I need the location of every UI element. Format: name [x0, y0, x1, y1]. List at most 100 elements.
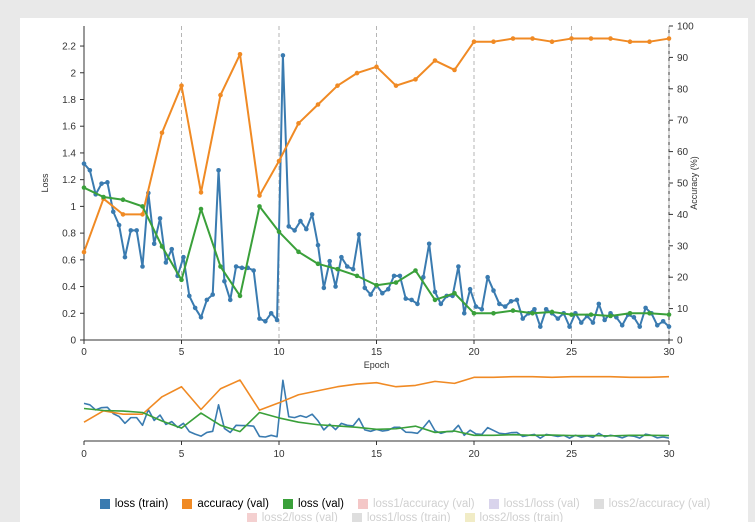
accuracy-val-point: [296, 121, 301, 126]
legend-label: loss1/accuracy (val): [372, 498, 475, 510]
loss-train-point: [385, 286, 391, 292]
loss-train-point: [438, 301, 444, 307]
loss-val-point: [81, 185, 87, 190]
y-tick-label: 2.2: [62, 42, 76, 53]
loss-train-point: [315, 242, 321, 248]
loss-train-point: [643, 305, 648, 311]
y2-tick-label: 50: [677, 179, 689, 190]
loss-val-point: [159, 244, 165, 249]
loss-train-point: [473, 304, 479, 309]
loss-train-point: [543, 306, 549, 312]
y2-tick-label: 80: [677, 84, 689, 95]
loss-train-point: [421, 274, 426, 280]
legend-swatch: [99, 499, 110, 509]
loss-train-point: [532, 306, 537, 312]
loss-train-point: [456, 264, 461, 269]
loss-train-point: [251, 268, 256, 273]
loss-train-point: [99, 181, 104, 186]
navigator-accuracy-val-line: [83, 375, 670, 423]
navigator-x-tick-label: 0: [81, 449, 87, 460]
loss-val-point: [120, 197, 126, 203]
loss-train-point: [286, 224, 292, 229]
y-tick-label: 2: [70, 68, 76, 79]
y-tick-label: 1.2: [62, 175, 76, 186]
loss-train-point: [403, 296, 409, 301]
y-axis-title: Loss: [40, 173, 50, 193]
x-tick-label: 20: [468, 347, 480, 358]
loss-train-point: [637, 324, 643, 329]
y2-axis-title: Accuracy (%): [689, 156, 699, 210]
y-tick-label: 1.4: [62, 148, 76, 159]
loss-train-point: [432, 289, 438, 295]
loss-train-point: [485, 274, 490, 280]
loss-train-point: [216, 168, 221, 173]
y2-tick-label: 0: [677, 336, 683, 347]
loss-train-point: [631, 314, 637, 320]
training-chart: 0 5 10 15 20 25 3000.20.40.60.811.21.41.61.822…: [40, 22, 699, 461]
loss-train-point: [181, 254, 186, 260]
loss-val-point: [354, 273, 360, 279]
loss-val-point: [413, 268, 418, 273]
loss-val-point: [179, 277, 184, 283]
legend-swatch: [246, 513, 257, 522]
legend-item[interactable]: loss1/loss (train): [351, 512, 451, 522]
accuracy-val-point: [354, 70, 360, 76]
chart-panel: 0 5 10 15 20 25 30 0 0.2 0.4 0.6 0.8 1 1.2 1.4 1.6 1.8 2 2…: [20, 18, 748, 522]
loss-val-point: [257, 204, 262, 209]
legend-item[interactable]: loss2/accuracy (val): [593, 498, 710, 510]
accuracy-val-point: [276, 158, 282, 164]
navigator-x-tick-label: 15: [371, 449, 383, 460]
y-tick-label: 1.8: [62, 95, 76, 106]
navigator-x-tick-label: 20: [468, 449, 480, 460]
loss-val-point: [101, 194, 106, 200]
loss-train-point: [110, 209, 116, 215]
accuracy-val-point: [510, 36, 516, 41]
loss-val-point: [335, 266, 340, 272]
legend-item[interactable]: loss (train): [99, 498, 168, 510]
loss-train-point: [596, 301, 602, 307]
y-tick-label: 1.6: [62, 122, 76, 133]
loss-val-point: [549, 309, 555, 315]
loss-train-point: [309, 212, 315, 217]
loss-train-point: [268, 310, 274, 316]
loss-train-point: [666, 324, 672, 329]
legend-item[interactable]: accuracy (val): [182, 498, 269, 510]
loss-train-point: [257, 316, 262, 321]
loss-train-point: [198, 314, 204, 320]
loss-train-point: [344, 264, 350, 269]
legend-item[interactable]: loss1/loss (val): [488, 498, 580, 510]
loss-train-point: [169, 246, 175, 252]
legend-item[interactable]: loss2/loss (train): [464, 512, 563, 522]
loss-train-point: [397, 273, 403, 279]
loss-train-point: [204, 297, 210, 303]
accuracy-val-point: [452, 67, 457, 73]
loss-val-point: [237, 293, 243, 299]
x-tick-label: 15: [371, 347, 383, 358]
y2-tick-label: 10: [677, 304, 689, 315]
loss-train-point: [122, 254, 128, 260]
accuracy-val-point: [257, 193, 262, 198]
navigator-x-tick-label: 10: [273, 449, 285, 460]
legend-item[interactable]: loss2/loss (val): [246, 512, 338, 522]
y-tick-label: 0.2: [62, 309, 76, 320]
legend-label: loss (val): [297, 498, 344, 510]
accuracy-val-point: [491, 39, 496, 44]
y-tick-label: 0.6: [62, 255, 76, 266]
y2-tick-label: 100: [677, 22, 694, 33]
loss-train-point: [304, 226, 309, 232]
loss-train-point: [578, 320, 584, 325]
loss-train-point: [356, 232, 362, 237]
legend-item[interactable]: loss1/accuracy (val): [357, 498, 475, 510]
loss-train-point: [227, 297, 233, 303]
y-tick-label: 0.4: [62, 282, 76, 293]
accuracy-val-point: [393, 83, 399, 88]
accuracy-val-point: [198, 190, 204, 195]
loss-val-point: [588, 312, 594, 317]
accuracy-val-point: [179, 83, 184, 88]
legend-item[interactable]: loss (val): [282, 498, 344, 510]
x-tick-label: 25: [566, 347, 578, 358]
loss-train-point: [660, 318, 666, 324]
legend-label: loss2/loss (val): [261, 512, 338, 522]
legend-swatch: [351, 513, 362, 522]
